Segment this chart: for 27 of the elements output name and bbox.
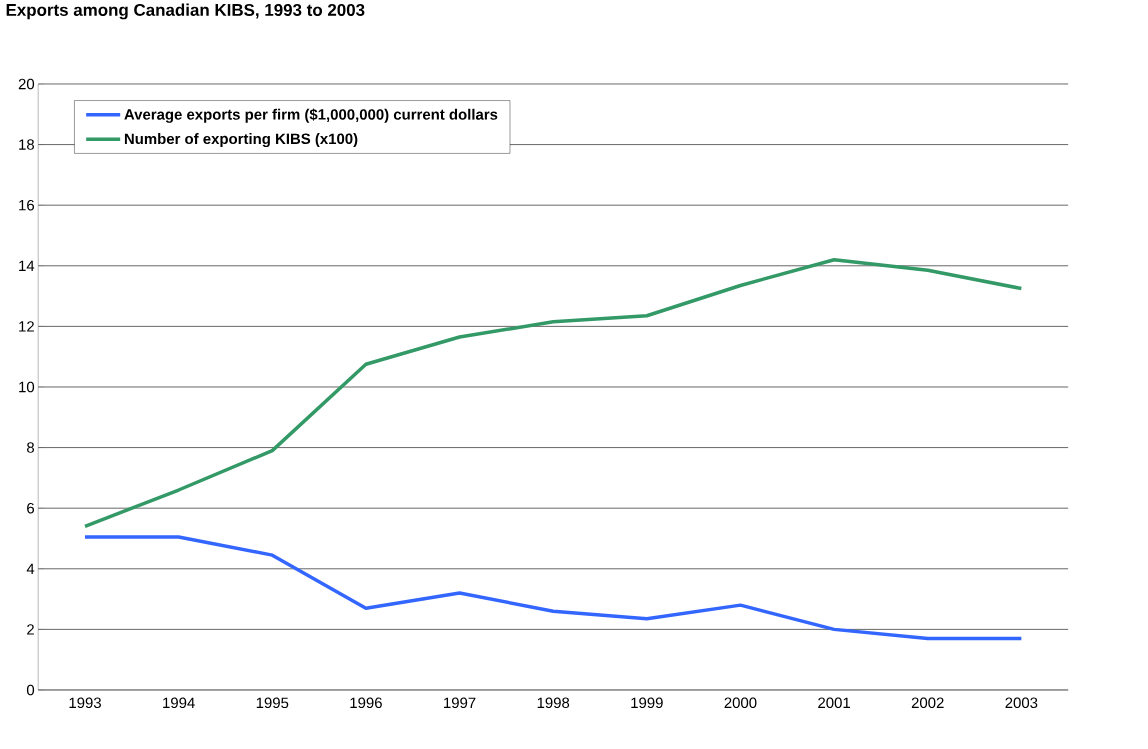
x-tick-label: 1996 xyxy=(350,697,382,709)
y-tick-label: 6 xyxy=(27,502,35,514)
y-tick-label: 10 xyxy=(19,381,35,393)
legend-label: Average exports per firm ($1,000,000) current dollars xyxy=(124,108,498,123)
y-tick-label: 14 xyxy=(19,260,35,271)
y-tick-label: 16 xyxy=(19,199,35,211)
y-tick-label: 8 xyxy=(27,442,35,453)
legend-label: Number of exporting KIBS (x100) xyxy=(124,133,358,148)
x-tick-label: 1999 xyxy=(631,697,663,709)
y-tick-label: 4 xyxy=(26,563,35,574)
x-tick-label: 2001 xyxy=(818,697,850,709)
chart-title: Exports among Canadian KIBS, 1993 to 2003 xyxy=(6,3,365,20)
y-tick-label: 0 xyxy=(26,684,35,696)
x-tick-label: 2000 xyxy=(724,697,757,709)
x-tick-label: 2003 xyxy=(1005,697,1038,709)
x-tick-label: 1994 xyxy=(163,697,195,709)
x-tick-label: 1993 xyxy=(69,697,101,709)
line-series xyxy=(83,535,1024,641)
x-tick-label: 1997 xyxy=(444,697,476,709)
y-tick-label: 20 xyxy=(18,78,35,90)
x-tick-label: 1995 xyxy=(256,697,289,709)
line-series xyxy=(83,257,1024,529)
y-tick-label: 2 xyxy=(27,624,34,635)
y-tick-label: 12 xyxy=(19,321,34,332)
x-tick-label: 2002 xyxy=(911,697,944,709)
x-tick-label: 1998 xyxy=(537,697,570,709)
y-tick-label: 18 xyxy=(19,139,35,150)
